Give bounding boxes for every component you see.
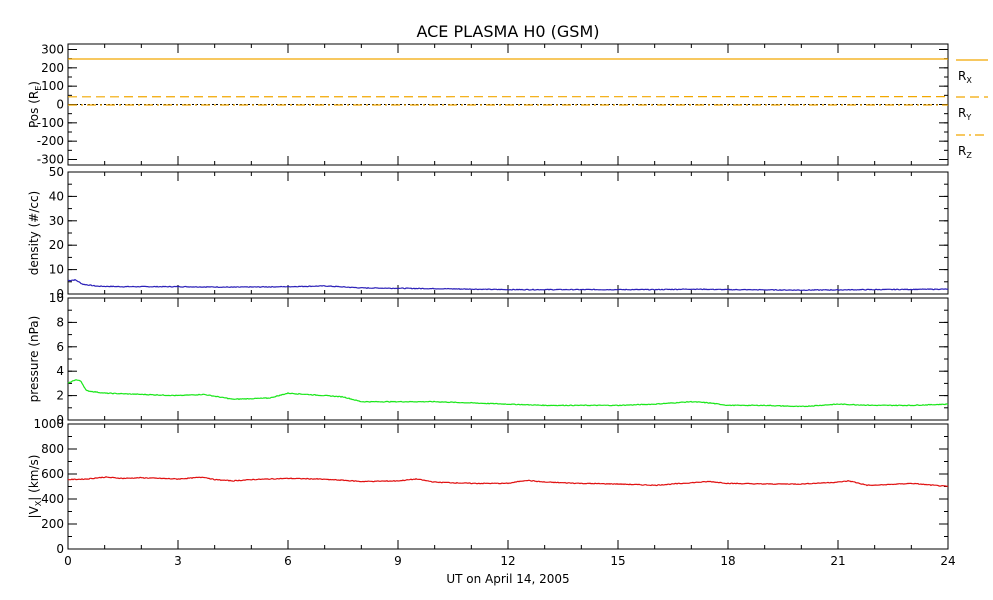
legend-label-z: RZ: [958, 144, 972, 160]
density-ylabel: density (#/cc): [27, 191, 41, 275]
legend-base: R: [958, 69, 966, 83]
density-ytick-label: 10: [49, 263, 64, 277]
x-tick-label: 15: [610, 554, 625, 568]
velocity-ytick-label: 1000: [33, 417, 64, 431]
chart-title: ACE PLASMA H0 (GSM): [416, 22, 599, 41]
x-tick-label: 6: [284, 554, 292, 568]
velocity-ylabel-sub: X: [34, 500, 43, 506]
x-tick-label: 9: [394, 554, 402, 568]
position-ytick-label: -300: [37, 153, 64, 167]
pressure-ylabel: pressure (nPa): [27, 316, 41, 403]
density-ytick-label: 40: [49, 189, 64, 203]
position-ytick-label: 200: [41, 61, 64, 75]
pressure-panel: 10 8 6 4 2 0 pressure (nPa): [27, 291, 949, 427]
velocity-ylabel: |VX| (km/s): [27, 455, 43, 519]
velocity-ylabel-pre: |V: [27, 505, 41, 518]
density-frame: [67, 171, 949, 295]
pressure-ytick-label: 10: [49, 291, 64, 305]
pressure-ytick-label: 0: [56, 413, 64, 427]
velocity-panel: 0 3 6 9 12 15 18 21 24 1000 800 600 400 200 0 |VX| (km/…: [27, 417, 956, 568]
velocity-ytick-label: 0: [56, 542, 64, 556]
density-panel: 50 40 30 20 10 0 density (#/cc): [27, 165, 949, 301]
density-ytick-label: 50: [49, 165, 64, 179]
pressure-ytick-label: 8: [56, 315, 64, 329]
position-ytick-label: 300: [41, 43, 64, 57]
x-tick-label: 21: [830, 554, 845, 568]
legend-sub: Z: [966, 151, 972, 160]
position-ylabel-pre: Pos (R: [27, 91, 41, 128]
position-ylabel-post: ): [27, 81, 41, 86]
legend-base: R: [958, 106, 966, 120]
density-ytick-label: 0: [56, 287, 64, 301]
legend-label-y: RY: [958, 106, 971, 122]
x-tick-label: 18: [720, 554, 735, 568]
position-panel: 300 200 100 0 -100 -200 -300 Pos (RE): [27, 43, 949, 167]
velocity-series-line: [67, 476, 949, 488]
legend-sub: Y: [965, 113, 971, 122]
x-tick-label: 24: [940, 554, 955, 568]
position-ytick-label: 0: [56, 98, 64, 112]
x-tick-label: 12: [500, 554, 515, 568]
pressure-series-line: [67, 379, 949, 408]
position-ytick-label: -100: [37, 116, 64, 130]
x-tick-label: 3: [174, 554, 182, 568]
velocity-frame: [67, 423, 949, 550]
pressure-frame: [67, 297, 949, 421]
density-ytick-label: 30: [49, 214, 64, 228]
velocity-ytick-label: 800: [41, 442, 64, 456]
position-ytick-label: -200: [37, 134, 64, 148]
velocity-ylabel-post: | (km/s): [27, 455, 41, 501]
position-ylabel-sub: E: [34, 86, 43, 91]
density-ytick-label: 20: [49, 238, 64, 252]
position-ytick-label: 100: [41, 79, 64, 93]
position-ylabel: Pos (RE): [27, 81, 43, 128]
density-series-line: [67, 278, 949, 292]
pressure-ytick-label: 6: [56, 340, 64, 354]
velocity-ytick-label: 600: [41, 467, 64, 481]
legend-label-x: RX: [958, 69, 972, 85]
velocity-ytick-label: 200: [41, 517, 64, 531]
x-axis-label: UT on April 14, 2005: [446, 572, 569, 586]
x-tick-label: 0: [64, 554, 72, 568]
pressure-ytick-label: 2: [56, 389, 64, 403]
legend-sub: X: [966, 76, 972, 85]
pressure-ytick-label: 4: [56, 364, 64, 378]
velocity-ytick-label: 400: [41, 492, 64, 506]
legend-base: R: [958, 144, 966, 158]
